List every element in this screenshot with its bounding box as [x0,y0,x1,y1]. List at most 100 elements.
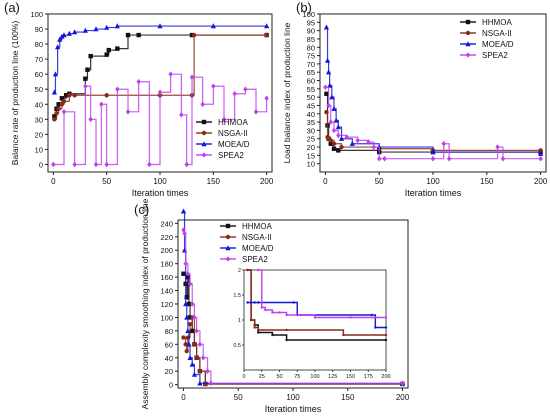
data-point [323,24,330,30]
series-hhmoa [324,91,543,155]
data-point [328,138,333,143]
data-point [66,30,72,36]
data-point [200,354,206,361]
y-tick-label: 15 [307,151,315,160]
data-point [72,29,78,35]
legend-marker [201,119,207,125]
inset-data-point [246,301,249,304]
data-point [210,23,216,29]
data-point [185,274,191,280]
data-point [186,301,192,307]
data-point [194,355,199,360]
data-point [331,141,337,146]
data-point [191,32,197,38]
data-point [184,161,189,168]
x-tick-label: 150 [341,393,355,402]
y-axis-label: Balance rate of production line (100%) [10,21,20,166]
legend: HHMOA NSGA-II MOEA/D SPEA2 [220,222,274,264]
data-point [106,47,111,53]
inset-data-point [384,326,388,329]
inset-x-tick-label: 0 [242,374,245,380]
x-tick-label: 100 [286,393,300,402]
inset-data-point [384,316,388,319]
data-point [187,354,193,360]
legend-label: HHMOA [482,18,512,27]
data-point [187,321,193,327]
data-point [197,341,203,348]
series-nsga-ii [324,109,543,153]
inset-data-point [370,313,373,317]
series-moea-d [51,23,270,95]
legend-marker [225,234,231,240]
data-point [147,161,152,168]
inset-frame [243,269,387,371]
data-point [181,247,188,253]
inset-data-point [285,328,288,332]
data-point [376,155,382,162]
data-point [192,342,197,347]
data-point [323,84,328,90]
inset-data-point [253,301,256,304]
data-point [181,271,186,276]
data-point [441,140,446,147]
inset-data-point [285,338,288,342]
data-point [157,89,163,96]
data-point [200,101,205,108]
inset-data-point [264,308,267,312]
y-tick-label: 10 [35,145,43,154]
data-point [59,96,65,101]
y-tick-label: 20 [307,143,315,152]
data-point [63,93,69,98]
data-point [338,135,345,141]
data-point [186,341,192,347]
data-point [99,101,104,108]
data-point [189,361,195,367]
panel-label: (c) [134,202,149,217]
data-point [189,74,195,80]
data-point [182,230,187,237]
legend-marker [465,30,471,36]
data-point [88,116,93,123]
y-tick-label: 75 [307,52,315,61]
data-point [328,119,333,125]
y-tick-label: 30 [307,126,315,135]
data-point [61,99,67,104]
data-point [430,149,436,155]
series-spea2 [181,227,405,387]
legend-marker [465,52,471,58]
y-tick-label: 50 [35,85,43,94]
data-point [335,124,341,130]
x-tick-label: 150 [207,177,221,186]
panel-b: (b)0 50 100 150 2001015202530354045505560657… [282,0,548,198]
data-point [181,335,186,340]
legend-marker [225,223,231,229]
data-point [205,368,210,374]
y-tick-label: 40 [165,354,173,363]
series-spea2 [51,71,269,168]
inset-data-point [384,338,388,342]
y-tick-label: 80 [165,327,173,336]
data-point [538,155,543,162]
legend: HHMOA NSGA-II MOEA/D SPEA2 [460,18,514,60]
data-point [72,161,77,168]
x-tick-label: 50 [234,393,243,402]
data-point [400,380,405,387]
data-point [125,109,131,115]
inset-data-point [271,333,274,337]
data-point [336,148,341,153]
legend-label: SPEA2 [242,255,268,264]
inset-data-point [349,316,352,319]
data-point [371,144,377,150]
x-axis-label: Iteration times [132,188,189,198]
data-point [382,155,387,162]
data-point [51,89,57,95]
data-point [329,94,335,100]
y-tick-label: 40 [307,110,315,119]
x-tick-label: 0 [181,393,186,402]
data-point [264,95,269,102]
data-point [331,146,337,151]
y-tick-label: 60 [35,70,43,79]
y-tick-label: 240 [160,219,173,228]
data-point [243,86,248,93]
data-point [82,27,88,33]
